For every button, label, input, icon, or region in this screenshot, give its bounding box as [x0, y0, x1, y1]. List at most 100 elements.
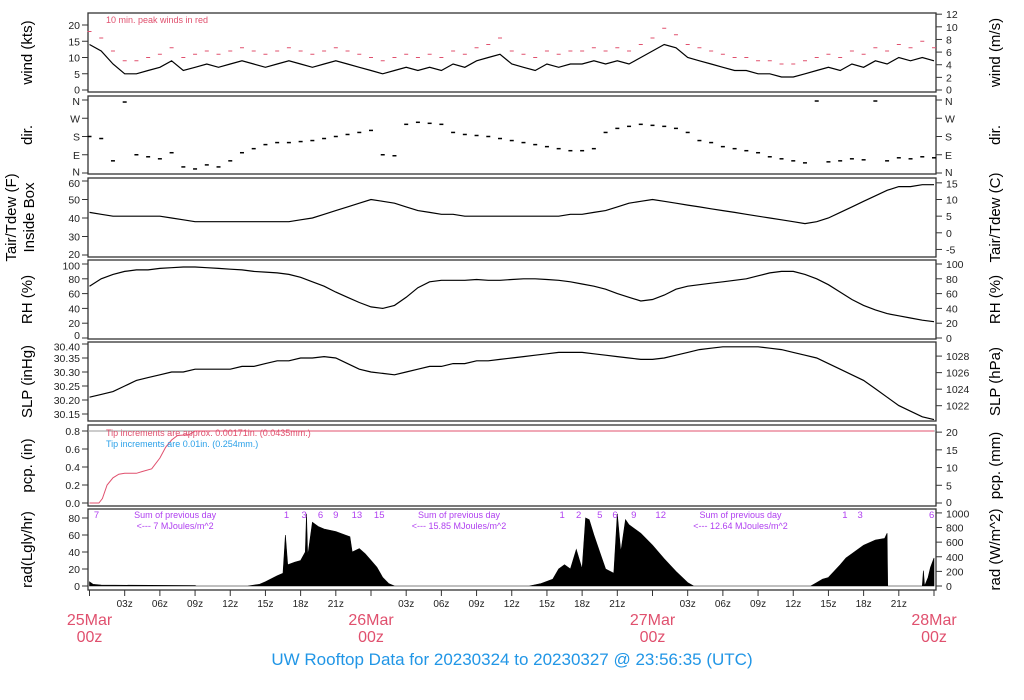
daily-sum-value: <--- 12.64 MJoules/m^2: [693, 521, 788, 531]
day-label: 25Mar: [67, 612, 113, 629]
rh-ytick-label: 100: [62, 260, 80, 272]
rad-ytick-right-label: 400: [946, 552, 964, 564]
temp-ytick-label: 30: [68, 232, 80, 244]
slp-ytick-label: 30.35: [54, 353, 80, 365]
rad-hour-label: 3: [301, 510, 306, 521]
temp-ytick-right-label: 10: [946, 195, 958, 207]
rad-hour-label: 13: [352, 510, 363, 521]
pcp-ytick-label: 0.0: [65, 498, 80, 510]
dir-ytick-right-label: N: [945, 167, 953, 179]
rad-ytick-right-label: 600: [946, 537, 964, 549]
day-label: 28Mar: [911, 612, 957, 629]
rad-ytick-label: 40: [68, 547, 80, 559]
x-tick-label: 21z: [609, 599, 625, 610]
slp-ytick-right-label: 1028: [946, 351, 970, 363]
x-tick-label: 12z: [785, 599, 801, 610]
rad-hour-label: 3: [857, 510, 862, 521]
slp-ytick-right-label: 1024: [946, 384, 970, 396]
dir-ytick-label: E: [73, 150, 80, 162]
wind-ylabel: wind (kts): [19, 20, 36, 85]
pcp-ylabel: pcp. (in): [19, 438, 36, 492]
slp-ylabel-right: SLP (hPa): [987, 347, 1004, 416]
rad-hour-label: 9: [333, 510, 338, 521]
rad-ytick-right-label: 1000: [946, 509, 970, 521]
pcp-ytick-right-label: 20: [946, 427, 958, 439]
temp-ytick-right-label: 5: [946, 211, 952, 223]
wind-ytick-right-label: 2: [946, 72, 952, 84]
x-tick-label: 06z: [715, 599, 731, 610]
slp-ytick-label: 30.40: [54, 342, 80, 354]
precip-line: [89, 430, 934, 504]
slp-panel-frame: [87, 341, 937, 422]
x-tick-label: 21z: [328, 599, 344, 610]
temp-ylabel: Tair/Tdew (F): [3, 173, 20, 261]
daily-sum-label: Sum of previous day: [134, 510, 217, 520]
rh-line: [89, 266, 935, 323]
rh-ytick-label: 40: [68, 303, 80, 315]
rh-ytick-label: 0: [74, 330, 80, 342]
x-tick-label: 15z: [820, 599, 836, 610]
x-tick-label: 06z: [152, 599, 168, 610]
rad-hour-label: 1: [560, 510, 565, 521]
x-tick-label: 03z: [117, 599, 133, 610]
rad-hour-label: 1: [284, 510, 289, 521]
day-hour-label: 00z: [921, 629, 947, 646]
wind-ytick-label: 15: [68, 36, 80, 48]
dir-ytick-label: N: [72, 166, 80, 178]
rad-hour-label: 2: [576, 510, 581, 521]
x-tick-label: 18z: [574, 599, 590, 610]
wind-ytick-label: 5: [74, 69, 80, 81]
day-hour-label: 00z: [358, 629, 384, 646]
rad-ytick-label: 80: [68, 513, 80, 525]
rad-hour-label: 9: [631, 510, 636, 521]
rh-panel-frame: [87, 259, 937, 340]
rad-hour-label: 15: [374, 510, 385, 521]
day-label: 27Mar: [630, 612, 676, 629]
pcp-ytick-right-label: 10: [946, 463, 958, 475]
pcp-ytick-label: 0.6: [65, 444, 80, 456]
rh-ytick-right-label: 60: [946, 289, 958, 301]
rad-hour-label: 7: [94, 510, 99, 521]
day-hour-label: 00z: [77, 629, 103, 646]
temp-ytick-right-label: 15: [946, 179, 958, 191]
pcp-ytick-label: 0.4: [65, 462, 80, 474]
pcp-ytick-right-label: 0: [946, 497, 952, 509]
slp-ytick-right-label: 1022: [946, 401, 970, 413]
wind-ytick-label: 10: [68, 53, 80, 65]
temp-ytick-label: 20: [68, 249, 80, 261]
dir-ytick-label: S: [73, 132, 80, 144]
dir-ylabel: dir.: [19, 125, 36, 145]
rad-ylabel: rad(Lgly/hr): [19, 511, 36, 588]
slp-ylabel: SLP (inHg): [19, 345, 36, 418]
rh-ylabel-right: RH (%): [987, 275, 1004, 324]
x-tick-label: 06z: [433, 599, 449, 610]
x-tick-label: 18z: [293, 599, 309, 610]
peak-wind-note: 10 min. peak winds in red: [106, 15, 208, 25]
dir-ytick-right-label: S: [945, 132, 952, 144]
daily-sum-value: <--- 15.85 MJoules/m^2: [412, 521, 507, 531]
day-hour-label: 00z: [640, 629, 666, 646]
wind-ylabel-right: wind (m/s): [987, 18, 1004, 88]
x-tick-label: 03z: [398, 599, 414, 610]
radiation-area: [89, 513, 935, 587]
wind-ytick-right-label: 6: [946, 47, 952, 59]
rh-ytick-right-label: 40: [946, 303, 958, 315]
rad-hour-label: 5: [597, 510, 602, 521]
x-tick-label: 09z: [187, 599, 203, 610]
rad-ytick-right-label: 200: [946, 566, 964, 578]
temp-ytick-label: 40: [68, 213, 80, 225]
wind-speed-line: [89, 43, 935, 78]
dir-ytick-right-label: W: [945, 113, 955, 125]
rh-ytick-label: 80: [68, 274, 80, 286]
rad-ytick-right-label: 0: [946, 581, 952, 593]
wind-ytick-label: 20: [68, 20, 80, 32]
rh-ytick-right-label: 0: [946, 333, 952, 345]
temp-ylabel-right: Tair/Tdew (C): [987, 172, 1004, 262]
pcp-ylabel-right: pcp. (mm): [987, 432, 1004, 500]
day-label: 26Mar: [348, 612, 394, 629]
dir-ytick-label: N: [72, 96, 80, 108]
pcp-panel-frame: [87, 424, 937, 507]
rh-ytick-right-label: 20: [946, 318, 958, 330]
temp-ytick-label: 50: [68, 195, 80, 207]
